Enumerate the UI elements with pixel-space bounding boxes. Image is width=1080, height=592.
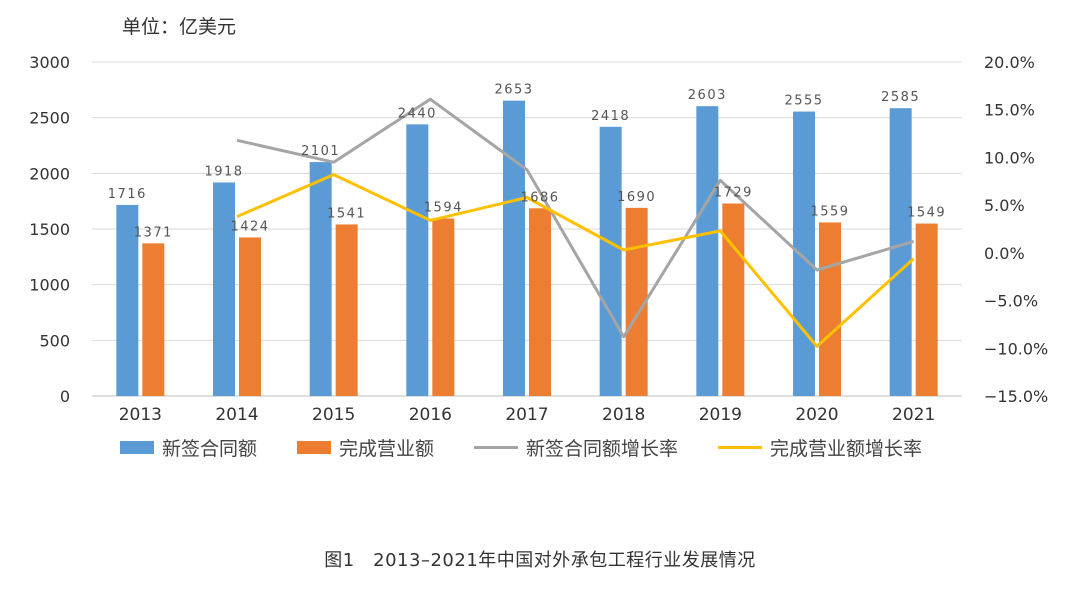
legend-label-contract-growth: 新签合同额增长率 [526, 437, 679, 460]
data-label: 1918 [204, 164, 243, 179]
figure-caption: 图1 2013–2021年中国对外承包工程行业发展情况 [324, 550, 756, 571]
legend-label-revenue: 完成营业额 [339, 437, 435, 460]
legend-swatch-contract-growth [474, 445, 519, 449]
x-axis: 2013 2014 2015 2016 2017 2018 2019 2020 2021 [119, 405, 936, 425]
x-tick-label: 2016 [409, 405, 452, 425]
bar-revenue [335, 224, 358, 396]
x-tick-label: 2019 [699, 405, 742, 425]
y-left-tick-label: 500 [39, 331, 70, 350]
x-tick-label: 2015 [312, 405, 355, 425]
bar-labels: 1716 1371 1918 1424 2101 1541 2440 1594 2653 1686… [108, 83, 946, 241]
legend-label-revenue-growth: 完成营业额增长率 [770, 437, 923, 460]
bar-revenue [625, 207, 648, 396]
data-label: 1559 [810, 204, 849, 219]
data-label: 1716 [108, 187, 147, 202]
data-label: 1729 [714, 186, 753, 201]
y-left-tick-label: 2000 [29, 164, 70, 183]
y-left-tick-label: 1500 [29, 220, 70, 239]
y-left-tick-label: 2500 [29, 109, 70, 128]
x-tick-label: 2020 [795, 405, 838, 425]
data-label: 2555 [784, 94, 823, 109]
bar-contract [889, 108, 912, 396]
x-tick-label: 2014 [215, 405, 258, 425]
data-label: 1371 [134, 225, 173, 240]
bar-contract [309, 162, 332, 396]
data-label: 2603 [688, 88, 727, 103]
bar-revenue [239, 237, 261, 396]
legend-swatch-revenue-growth [718, 445, 763, 449]
bar-revenue [142, 243, 165, 396]
data-label: 2101 [301, 144, 340, 159]
legend-item-revenue: 完成营业额 [297, 434, 434, 461]
bar-contract [696, 106, 719, 396]
data-label: 1541 [327, 206, 366, 221]
y-left-tick-label: 3000 [29, 53, 70, 72]
grid-lines [92, 61, 962, 397]
y-right-tick-label: 20.0% [984, 53, 1035, 72]
x-tick-label: 2018 [602, 405, 645, 425]
legend-item-contract-growth: 新签合同额增长率 [474, 434, 678, 461]
data-label: 2440 [398, 106, 437, 121]
data-label: 2585 [881, 90, 920, 105]
line-revenue-growth [236, 173, 915, 348]
legend-swatch-contract [120, 440, 154, 454]
unit-label: 单位：亿美元 [122, 16, 237, 38]
bar-revenue [432, 218, 455, 396]
y-right-tick-label: −15.0% [984, 387, 1048, 406]
legend-item-contract: 新签合同额 [120, 434, 257, 461]
data-label: 1686 [520, 190, 559, 205]
bar-revenue [819, 222, 841, 396]
x-tick-label: 2021 [892, 405, 935, 425]
y-right-tick-label: −10.0% [984, 339, 1048, 358]
y-axis-right: −15.0% −10.0% −5.0% 0.0% 5.0% 10.0% 15.0% 20.0% [984, 53, 1048, 406]
growth-lines [236, 97, 915, 348]
legend-swatch-revenue [297, 440, 332, 454]
data-label: 2418 [591, 109, 630, 124]
bars [116, 100, 938, 397]
x-tick-label: 2013 [119, 405, 162, 425]
data-label: 1690 [617, 190, 656, 205]
bar-contract [793, 111, 815, 396]
bar-revenue [915, 223, 938, 396]
bar-contract [116, 204, 139, 396]
legend: 新签合同额 完成营业额 新签合同额增长率 完成营业额增长率 [120, 432, 962, 462]
y-left-tick-label: 0 [60, 387, 70, 406]
line-contract-growth [236, 97, 915, 339]
bar-contract [599, 126, 622, 397]
data-label: 1594 [424, 201, 463, 216]
data-label: 1549 [907, 206, 946, 221]
y-axis-left: 0 500 1000 1500 2000 2500 3000 [29, 53, 70, 406]
bar-contract [213, 182, 235, 396]
data-label: 2653 [494, 83, 533, 98]
bar-contract [503, 100, 525, 397]
x-tick-label: 2017 [505, 405, 548, 425]
bar-contract [406, 124, 429, 396]
y-right-tick-label: 5.0% [984, 196, 1025, 215]
y-right-tick-label: 15.0% [984, 101, 1035, 120]
bar-revenue [529, 208, 551, 396]
y-right-tick-label: 10.0% [984, 148, 1035, 167]
y-left-tick-label: 1000 [29, 276, 70, 295]
legend-item-revenue-growth: 完成营业额增长率 [718, 434, 922, 461]
data-label: 1424 [230, 219, 269, 234]
y-right-tick-label: 0.0% [984, 244, 1025, 263]
y-right-tick-label: −5.0% [984, 292, 1038, 311]
legend-label-contract: 新签合同额 [162, 437, 258, 460]
bar-revenue [722, 203, 745, 396]
